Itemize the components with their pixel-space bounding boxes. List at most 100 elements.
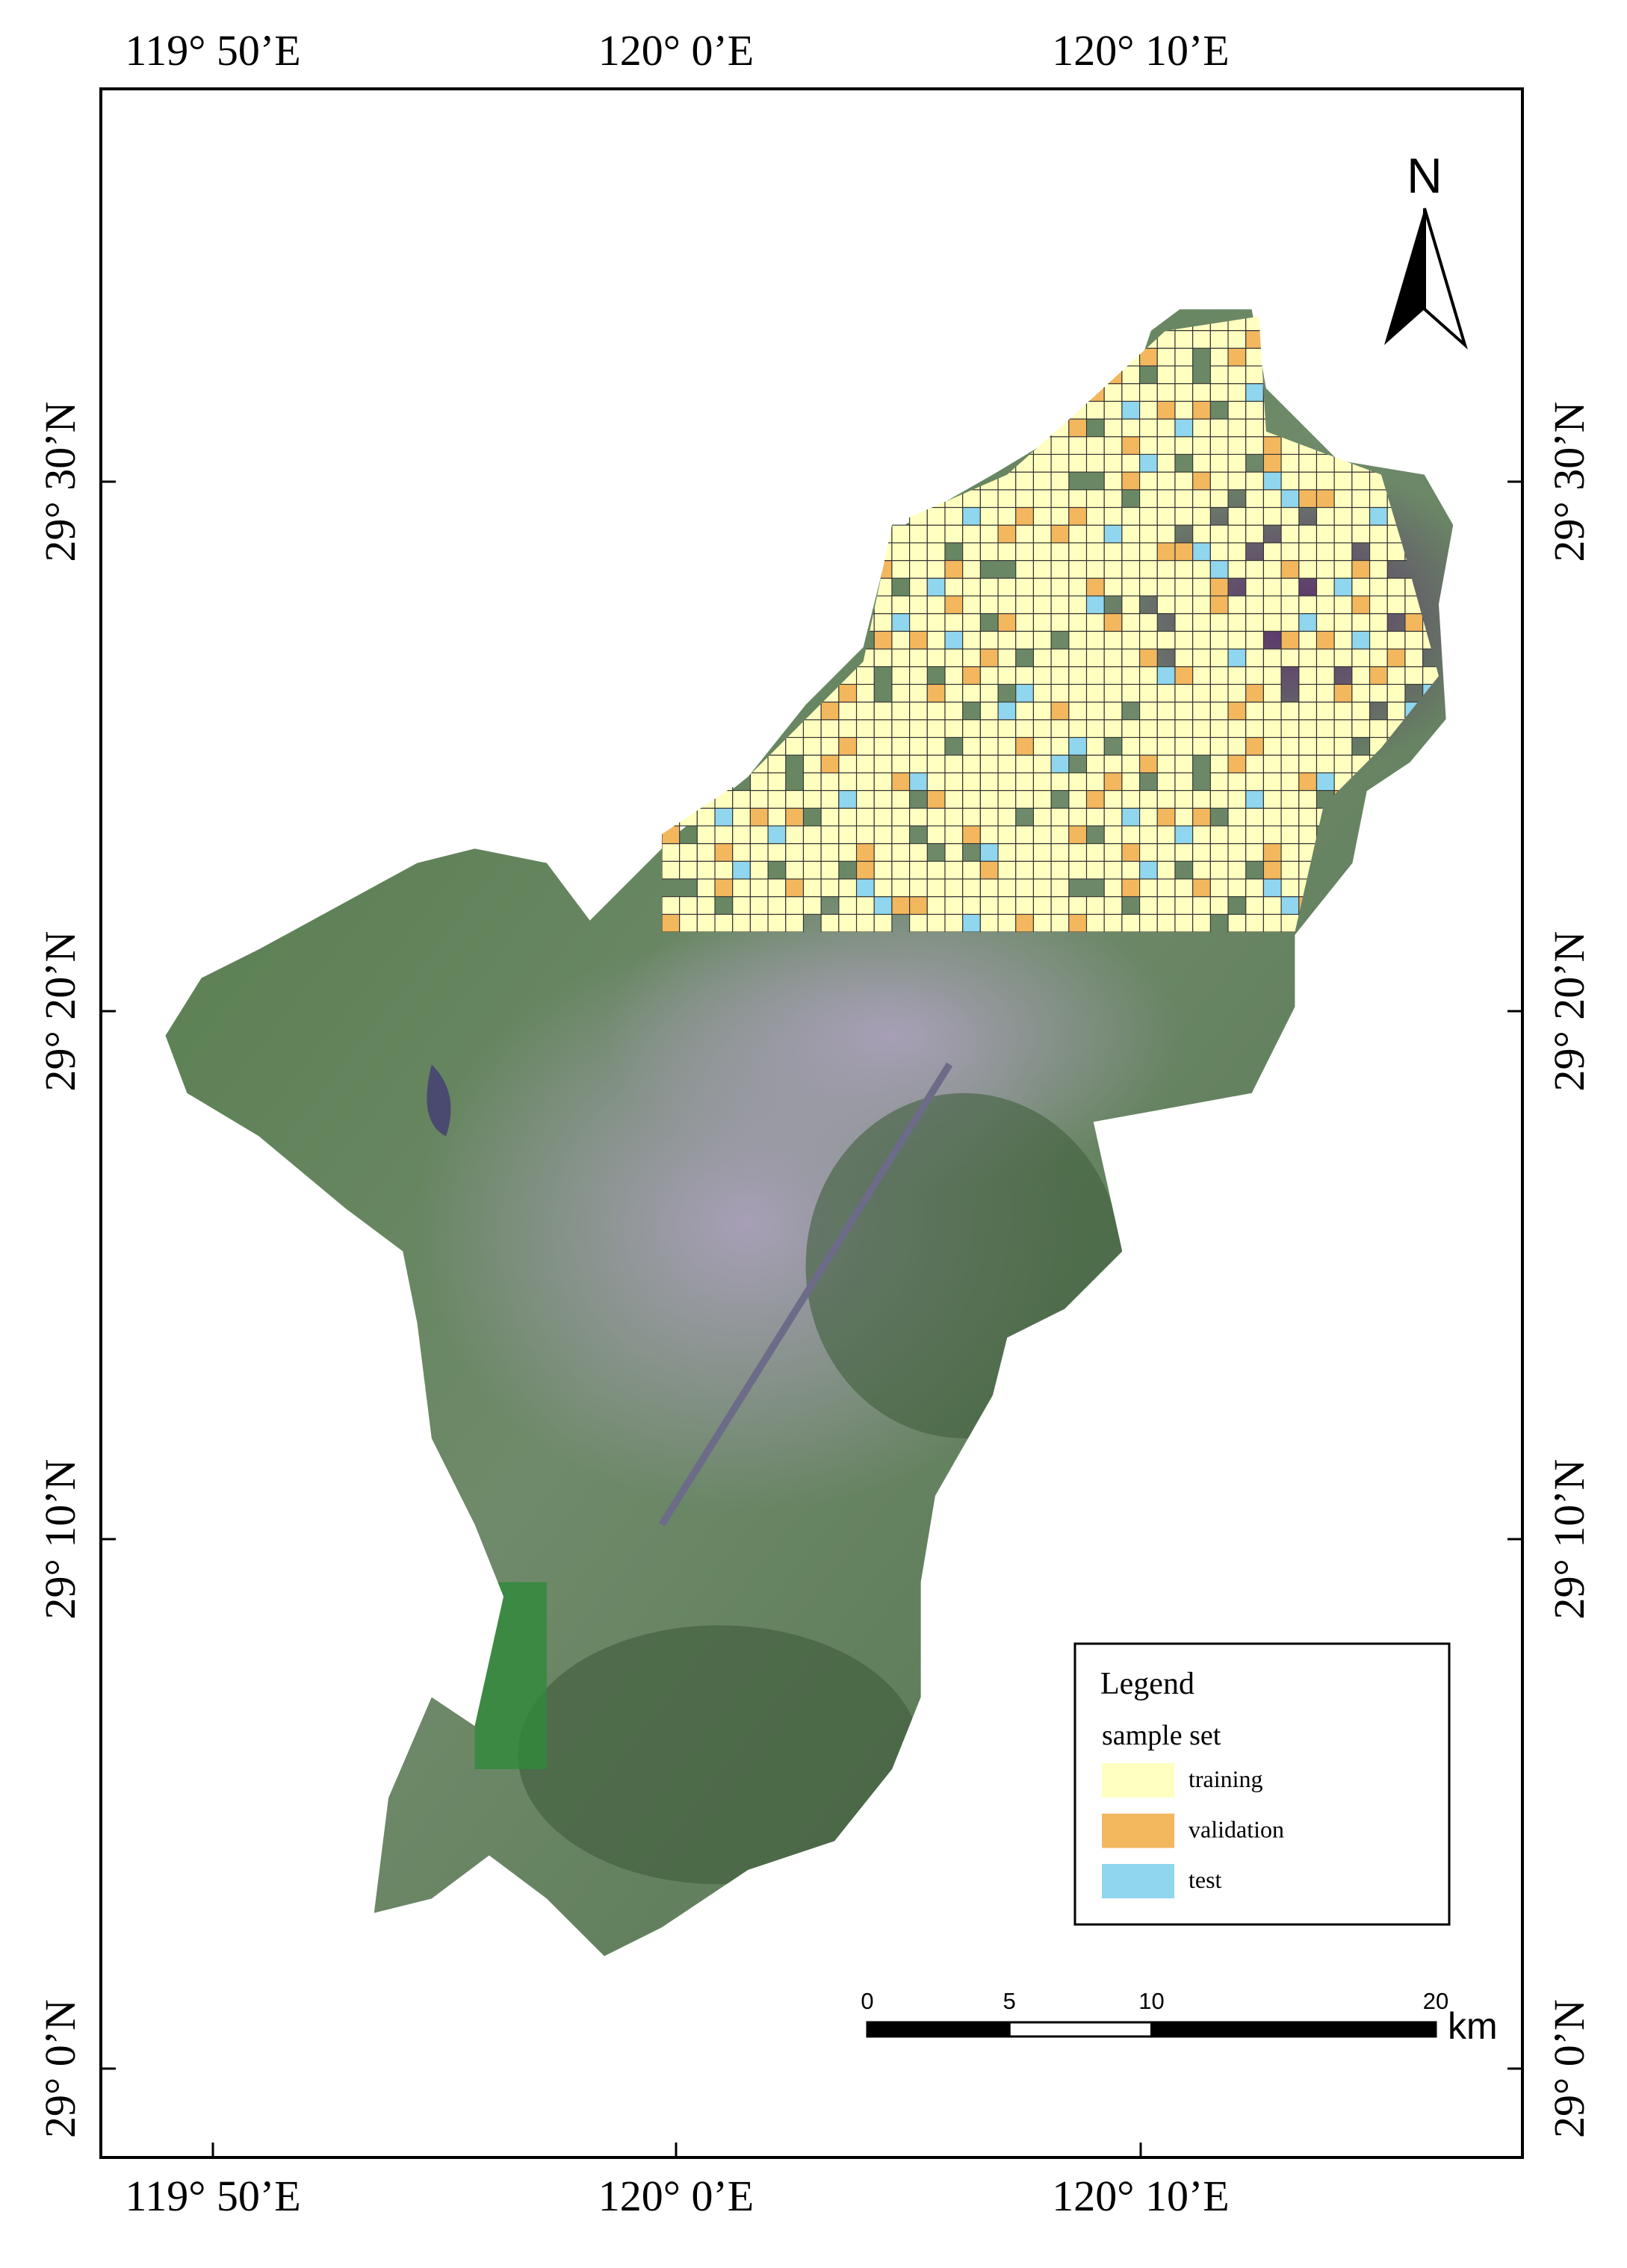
- sample-cell: [855, 913, 875, 933]
- sample-cell: [1315, 701, 1335, 721]
- sample-cell: [1156, 666, 1176, 685]
- sample-cell: [944, 577, 964, 597]
- sample-cell: [1121, 542, 1141, 562]
- scale-segment: [866, 2021, 1011, 2038]
- sample-cell: [1121, 825, 1141, 845]
- sample-cell: [944, 524, 964, 544]
- sample-cell: [785, 913, 805, 933]
- sample-cell: [1156, 489, 1176, 509]
- sample-cell: [1351, 719, 1371, 739]
- sample-cell: [1280, 595, 1300, 615]
- sample-cell: [1032, 577, 1052, 597]
- sample-cell: [1245, 365, 1264, 385]
- sample-cell: [1280, 896, 1300, 915]
- sample-cell: [1032, 524, 1052, 544]
- sample-cell: [1015, 754, 1035, 774]
- sample-cell: [873, 896, 893, 915]
- legend-label: test: [1189, 1866, 1222, 1893]
- sample-cell: [979, 683, 999, 703]
- sample-cell: [873, 630, 893, 650]
- sample-cell: [1156, 471, 1176, 491]
- sample-cell: [1209, 825, 1229, 845]
- sample-cell: [1139, 383, 1158, 402]
- sample-cell: [1085, 789, 1105, 809]
- sample-cell: [1139, 825, 1158, 845]
- sample-cell: [661, 860, 681, 880]
- sample-cell: [1262, 648, 1282, 668]
- sample-cell: [962, 559, 981, 579]
- sample-cell: [1121, 913, 1141, 933]
- sample-cell: [926, 595, 946, 615]
- sample-cell: [1103, 630, 1123, 650]
- scale-segment: [1008, 2021, 1153, 2038]
- sample-cell: [979, 577, 999, 597]
- sample-cell: [1032, 896, 1052, 915]
- sample-cell: [1174, 613, 1194, 632]
- sample-cell: [1174, 719, 1194, 739]
- sample-cell: [1068, 648, 1088, 668]
- sample-cell: [909, 701, 928, 721]
- sample-cell: [1245, 648, 1264, 668]
- sample-cell: [944, 772, 964, 792]
- sample-cell: [1103, 453, 1123, 473]
- sample-cell: [1245, 595, 1264, 615]
- sample-cell: [1156, 860, 1176, 880]
- sample-cell: [1333, 595, 1353, 615]
- sample-cell: [1262, 860, 1282, 880]
- sample-cell: [1192, 577, 1211, 597]
- sample-cell: [855, 878, 875, 898]
- sample-cell: [1068, 896, 1088, 915]
- sample-cell: [767, 913, 787, 933]
- sample-cell: [926, 825, 946, 845]
- sample-cell: [979, 772, 999, 792]
- sample-cell: [1156, 843, 1176, 862]
- scale-label: 5: [1003, 1988, 1016, 2014]
- sample-cell: [997, 648, 1017, 668]
- sample-cell: [1315, 772, 1335, 792]
- sample-cell: [1245, 630, 1264, 650]
- sample-cell: [838, 719, 858, 739]
- sample-cell: [1068, 630, 1088, 650]
- sample-cell: [1369, 559, 1388, 579]
- sample-cell: [1262, 683, 1282, 703]
- sample-cell: [1156, 418, 1176, 438]
- sample-cell: [1156, 347, 1176, 367]
- sample-cell: [1174, 365, 1194, 385]
- sample-cell: [749, 860, 769, 880]
- sample-cell: [1333, 648, 1353, 668]
- sample-cell: [1245, 577, 1264, 597]
- sample-cell: [1192, 524, 1211, 544]
- sample-cell: [1085, 896, 1105, 915]
- sample-cell: [1121, 365, 1141, 385]
- sample-cell: [820, 860, 840, 880]
- sample-cell: [1068, 418, 1088, 438]
- sample-cell: [891, 860, 911, 880]
- sample-cell: [909, 754, 928, 774]
- sample-cell: [1156, 807, 1176, 827]
- sample-cell: [1156, 436, 1176, 456]
- sample-cell: [679, 896, 698, 915]
- sample-cell: [1227, 383, 1247, 402]
- sample-cell: [1139, 630, 1158, 650]
- sample-cell: [944, 559, 964, 579]
- sample-cell: [1068, 807, 1088, 827]
- sample-cell: [1156, 506, 1176, 526]
- sample-cell: [1192, 913, 1211, 933]
- sample-cell: [1103, 843, 1123, 862]
- sample-cell: [855, 896, 875, 915]
- sample-cell: [1032, 736, 1052, 756]
- sample-cell: [944, 825, 964, 845]
- sample-cell: [979, 630, 999, 650]
- sample-cell: [1139, 542, 1158, 562]
- sample-cell: [1174, 913, 1194, 933]
- sample-cell: [1103, 383, 1123, 402]
- sample-cell: [1032, 471, 1052, 491]
- sample-cell: [1192, 383, 1211, 402]
- sample-cell: [1227, 347, 1247, 367]
- sample-cell: [926, 613, 946, 632]
- sample-cell: [855, 666, 875, 685]
- sample-cell: [979, 754, 999, 774]
- sample-cell: [891, 825, 911, 845]
- sample-cell: [1156, 896, 1176, 915]
- sample-cell: [1015, 896, 1035, 915]
